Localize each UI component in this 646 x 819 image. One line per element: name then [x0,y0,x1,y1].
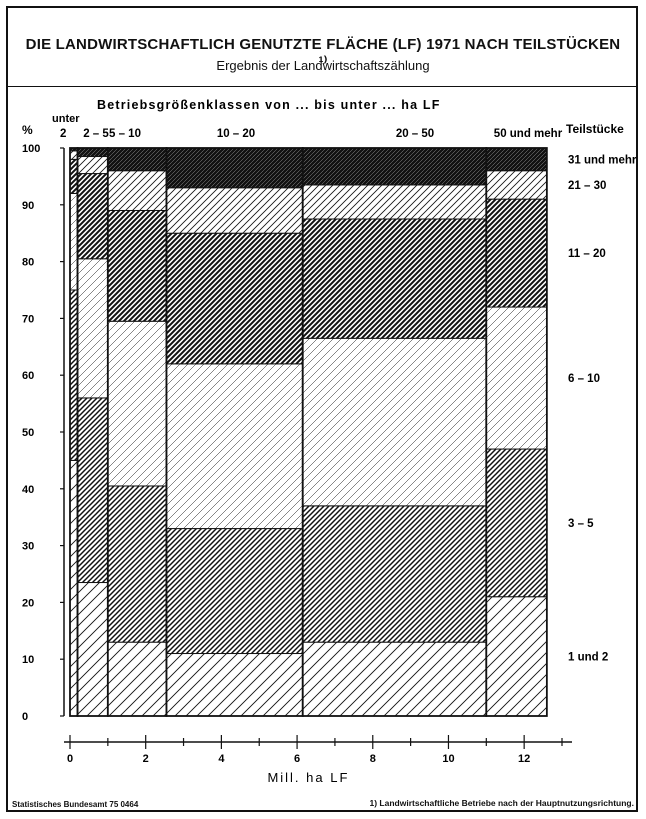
segment-col0-6-10 [69,192,79,291]
group-label: 20 – 50 [396,128,434,140]
segment-col3-21-30 [166,187,304,234]
x-tick-label: 4 [218,753,225,765]
segment-col1-21-30 [77,156,109,175]
segment-col2-31-und-mehr [107,147,168,172]
group-axis-label: Betriebsgrößenklassen von ... bis unter … [97,98,441,112]
y-axis-label: % [22,123,33,137]
segment-col1-1-und-2 [77,582,109,717]
segment-col2-6-10 [107,320,168,487]
column-outline [485,147,548,717]
x-tick-label: 8 [370,753,376,765]
y-tick-label: 10 [22,654,34,666]
series-label: 3 – 5 [568,518,594,530]
chart-title: DIE LANDWIRTSCHAFTLICH GENUTZTE FLÄCHE (… [25,36,621,71]
group-label: 50 und mehr [494,128,563,140]
segment-col5-11-20 [485,198,548,308]
segment-col4-6-10 [302,337,487,507]
footnote: 1) Landwirtschaftliche Betriebe nach der… [369,798,634,808]
segment-col1-31-und-mehr [77,147,109,158]
segment-col4-11-20 [302,218,487,339]
segment-col1-11-20 [77,173,109,260]
y-tick-label: 70 [22,313,34,325]
y-tick-label: 80 [22,257,34,269]
segment-col4-1-und-2 [302,641,487,717]
segment-col0-1-und-2 [69,459,79,717]
segment-col3-1-und-2 [166,653,304,717]
segment-col0-21-30 [69,150,79,160]
series-label: 31 und mehr [568,154,637,166]
segment-col5-31-und-mehr [485,147,548,172]
series-label: 1 und 2 [568,651,608,663]
segment-col4-3-5 [302,505,487,643]
x-tick-label: 2 [143,753,149,765]
segment-col1-6-10 [77,258,109,399]
y-tick-label: 50 [22,427,34,439]
y-tick-label: 90 [22,200,34,212]
x-tick-label: 6 [294,753,300,765]
x-axis-label: Mill. ha LF [267,770,349,785]
segment-col2-1-und-2 [107,641,168,717]
segment-col5-3-5 [485,448,548,598]
series-label: 21 – 30 [568,180,606,192]
segment-col0-3-5 [69,289,79,461]
x-tick-label: 10 [442,753,454,765]
y-tick-label: 30 [22,541,34,553]
segment-col0-11-20 [69,158,79,194]
group-label: 5 – 10 [109,128,141,140]
segment-col4-31-und-mehr [302,147,487,186]
segment-col1-3-5 [77,397,109,584]
x-tick-label: 0 [67,753,73,765]
segment-col2-11-20 [107,209,168,322]
segment-col3-3-5 [166,528,304,655]
y-tick-label: 0 [22,711,28,723]
y-tick-label: 20 [22,597,34,609]
group-label: 10 – 20 [217,128,255,140]
x-tick-label: 12 [518,753,530,765]
segment-col5-1-und-2 [485,596,548,717]
segment-col3-6-10 [166,363,304,530]
segment-col2-3-5 [107,485,168,643]
header-divider [8,86,638,87]
stack-axis-label: Teilstücke [566,122,624,136]
segment-col5-6-10 [485,306,548,450]
series-label: 11 – 20 [568,248,606,260]
chart-subtitle: Ergebnis der Landwirtschaftszählung [216,58,430,73]
y-tick-label: 100 [22,143,40,155]
segment-col4-21-30 [302,184,487,220]
segment-col3-11-20 [166,232,304,365]
y-tick-label: 40 [22,484,34,496]
group-label-line1: unter [52,113,80,125]
chart-frame [6,6,638,812]
segment-col3-31-und-mehr [166,147,304,189]
series-label: 6 – 10 [568,373,600,385]
group-label: 2 – 5 [83,128,109,140]
segment-col5-21-30 [485,170,548,200]
group-label: 2 [60,128,66,140]
source-note: Statistisches Bundesamt 75 0464 [12,800,139,809]
y-tick-label: 60 [22,370,34,382]
segment-col2-21-30 [107,170,168,211]
